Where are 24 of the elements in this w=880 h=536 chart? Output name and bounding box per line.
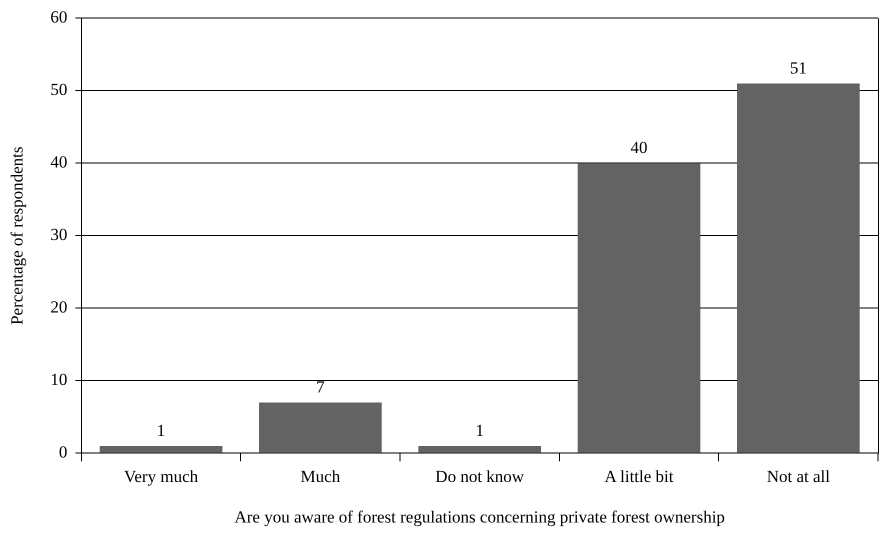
x-axis-title: Are you aware of forest regulations concerning private forest ownership [234,507,725,526]
y-axis-title: Percentage of respondents [8,146,27,325]
bar [259,402,382,453]
data-label: 7 [316,377,326,396]
x-tick-label: Very much [124,466,199,486]
y-tick-label: 60 [50,8,68,27]
y-tick-label: 0 [58,442,68,462]
y-tick-label: 10 [50,370,68,390]
bar [737,83,860,453]
y-tick-label: 40 [50,152,68,172]
bar [418,446,542,453]
bar [578,163,700,453]
data-label: 51 [790,58,807,78]
data-label: 1 [475,420,484,440]
x-tick-label: Not at all [766,466,830,486]
data-label: 1 [156,420,166,440]
x-tick-label: A little bit [604,466,674,486]
bar [100,446,222,453]
y-tick-label: 30 [50,225,68,244]
x-tick-label: Much [300,466,341,486]
data-label: 40 [630,138,648,158]
y-tick-label: 20 [50,298,68,317]
y-tick-label: 50 [50,80,68,100]
x-tick-label: Do not know [435,466,525,486]
